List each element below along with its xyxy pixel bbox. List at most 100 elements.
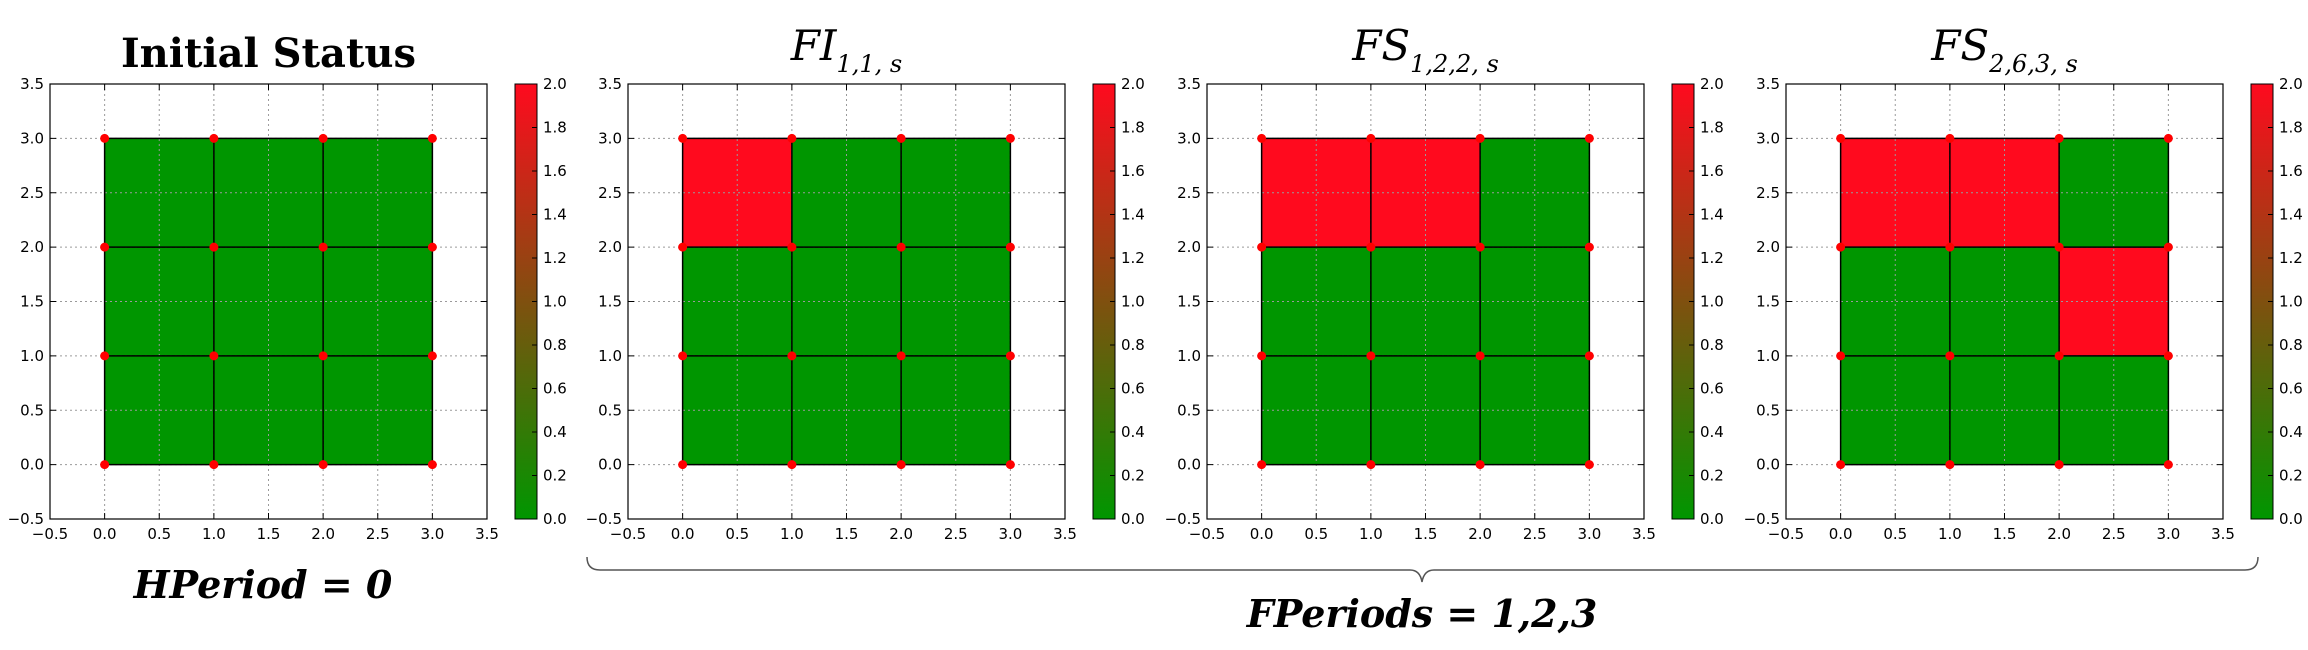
y-tick-label: 2.0 <box>1177 238 1201 256</box>
y-tick-label: 2.5 <box>1177 184 1201 202</box>
colorbar-tick-label: 2.0 <box>543 75 567 93</box>
x-tick-label: 3.5 <box>475 525 499 543</box>
x-tick-label: 0.5 <box>1304 525 1328 543</box>
colorbar-tick-label: 0.8 <box>543 336 567 354</box>
x-tick-label: −0.5 <box>610 525 646 543</box>
colorbar-tick-label: 2.0 <box>2279 75 2303 93</box>
node-point <box>318 133 328 143</box>
colorbar-tick-label: 0.2 <box>543 467 567 485</box>
x-tick-label: 1.0 <box>1938 525 1962 543</box>
x-tick-label: 1.5 <box>835 525 859 543</box>
node-point <box>427 351 437 361</box>
node-point <box>427 460 437 470</box>
colorbar-tick-label: 1.0 <box>2279 293 2303 311</box>
colorbar-tick-label: 0.2 <box>1700 467 1724 485</box>
colorbar-tick-label: 0.6 <box>1700 380 1724 398</box>
node-point <box>2163 242 2173 252</box>
colorbar-tick-label: 1.4 <box>1700 206 1724 224</box>
y-tick-label: 2.5 <box>20 184 44 202</box>
colorbar-tick-label: 0.8 <box>1121 336 1145 354</box>
node-point <box>2163 460 2173 470</box>
fperiods-brace <box>586 556 2259 583</box>
colorbar-tick-label: 1.2 <box>1121 249 1145 267</box>
colorbar-tick-label: 1.6 <box>1121 162 1145 180</box>
y-tick-label: 0.0 <box>1177 456 1201 474</box>
colorbar-tick-label: 2.0 <box>1700 75 1724 93</box>
node-point <box>1005 351 1015 361</box>
node-point <box>209 351 219 361</box>
y-tick-label: 3.0 <box>1756 129 1780 147</box>
node-point <box>1475 351 1485 361</box>
node-point <box>1475 460 1485 470</box>
node-point <box>896 242 906 252</box>
x-tick-label: 0.0 <box>671 525 695 543</box>
x-tick-label: 1.0 <box>202 525 226 543</box>
node-point <box>1836 460 1846 470</box>
node-point <box>2054 460 2064 470</box>
y-tick-label: 1.0 <box>598 347 622 365</box>
y-tick-label: 0.5 <box>20 401 44 419</box>
node-point <box>1005 460 1015 470</box>
x-tick-label: 0.0 <box>93 525 117 543</box>
x-tick-label: 2.5 <box>366 525 390 543</box>
panel-title-subscript: 1,2,2, s <box>1410 50 1499 78</box>
colorbar-tick-label: 1.4 <box>2279 206 2303 224</box>
x-tick-label: 2.5 <box>1523 525 1547 543</box>
node-point <box>678 242 688 252</box>
node-point <box>427 133 437 143</box>
y-tick-label: 3.0 <box>1177 129 1201 147</box>
panels: −0.5 0.0 0.5 1.0 1.5 2.0 2.5 3.0 3.5 −0.5 0.0 0.5 1.… <box>8 21 2303 543</box>
colorbar-tick-label: 1.6 <box>543 162 567 180</box>
x-tick-label: −0.5 <box>1189 525 1225 543</box>
y-tick-label: 0.0 <box>20 456 44 474</box>
y-tick-label: 0.0 <box>598 456 622 474</box>
y-tick-label: −0.5 <box>1744 510 1780 528</box>
node-point <box>1945 460 1955 470</box>
x-tick-label: 2.0 <box>311 525 335 543</box>
x-tick-label: 3.5 <box>1632 525 1656 543</box>
panel-3: −0.5 0.0 0.5 1.0 1.5 2.0 2.5 3.0 3.5 −0.5 0.0 0.5 1.… <box>1165 21 1724 543</box>
panel-1: −0.5 0.0 0.5 1.0 1.5 2.0 2.5 3.0 3.5 −0.5 0.0 0.5 1.… <box>8 30 567 543</box>
node-point <box>1584 351 1594 361</box>
node-point <box>1584 133 1594 143</box>
y-tick-label: 3.5 <box>1177 75 1201 93</box>
x-tick-label: 2.0 <box>1468 525 1492 543</box>
node-point <box>678 460 688 470</box>
y-tick-label: 2.0 <box>1756 238 1780 256</box>
node-point <box>1005 133 1015 143</box>
colorbar-tick-label: 0.6 <box>2279 380 2303 398</box>
panel-4: −0.5 0.0 0.5 1.0 1.5 2.0 2.5 3.0 3.5 −0.5 0.0 0.5 1.… <box>1744 21 2303 543</box>
node-point <box>1475 242 1485 252</box>
x-tick-label: 0.0 <box>1250 525 1274 543</box>
y-tick-label: −0.5 <box>586 510 622 528</box>
node-point <box>1366 242 1376 252</box>
x-tick-label: 3.0 <box>420 525 444 543</box>
y-tick-label: 0.5 <box>598 401 622 419</box>
node-point <box>100 242 110 252</box>
fperiods-label: FPeriods = 1,2,3 <box>1246 591 1598 636</box>
node-point <box>896 351 906 361</box>
node-point <box>787 460 797 470</box>
colorbar-tick-label: 1.2 <box>1700 249 1724 267</box>
panel-title: FS2,6,3, s <box>1930 21 2078 78</box>
y-tick-label: 0.5 <box>1177 401 1201 419</box>
x-tick-label: 3.5 <box>1053 525 1077 543</box>
node-point <box>787 351 797 361</box>
node-point <box>209 242 219 252</box>
x-tick-label: 3.0 <box>998 525 1022 543</box>
node-point <box>318 460 328 470</box>
panel-title-main: FS <box>1351 21 1410 70</box>
colorbar-tick-label: 0.8 <box>2279 336 2303 354</box>
colorbar-tick-label: 1.8 <box>2279 119 2303 137</box>
x-tick-label: 3.0 <box>1577 525 1601 543</box>
node-point <box>2163 133 2173 143</box>
panel-2: −0.5 0.0 0.5 1.0 1.5 2.0 2.5 3.0 3.5 −0.5 0.0 0.5 1.… <box>586 21 1145 543</box>
node-point <box>1257 242 1267 252</box>
colorbar-tick-label: 1.8 <box>1121 119 1145 137</box>
colorbar-tick-label: 0.8 <box>1700 336 1724 354</box>
node-point <box>1005 242 1015 252</box>
y-tick-label: 3.5 <box>1756 75 1780 93</box>
colorbar-tick-label: 0.0 <box>2279 510 2303 528</box>
y-tick-label: 1.5 <box>598 293 622 311</box>
node-point <box>2163 351 2173 361</box>
